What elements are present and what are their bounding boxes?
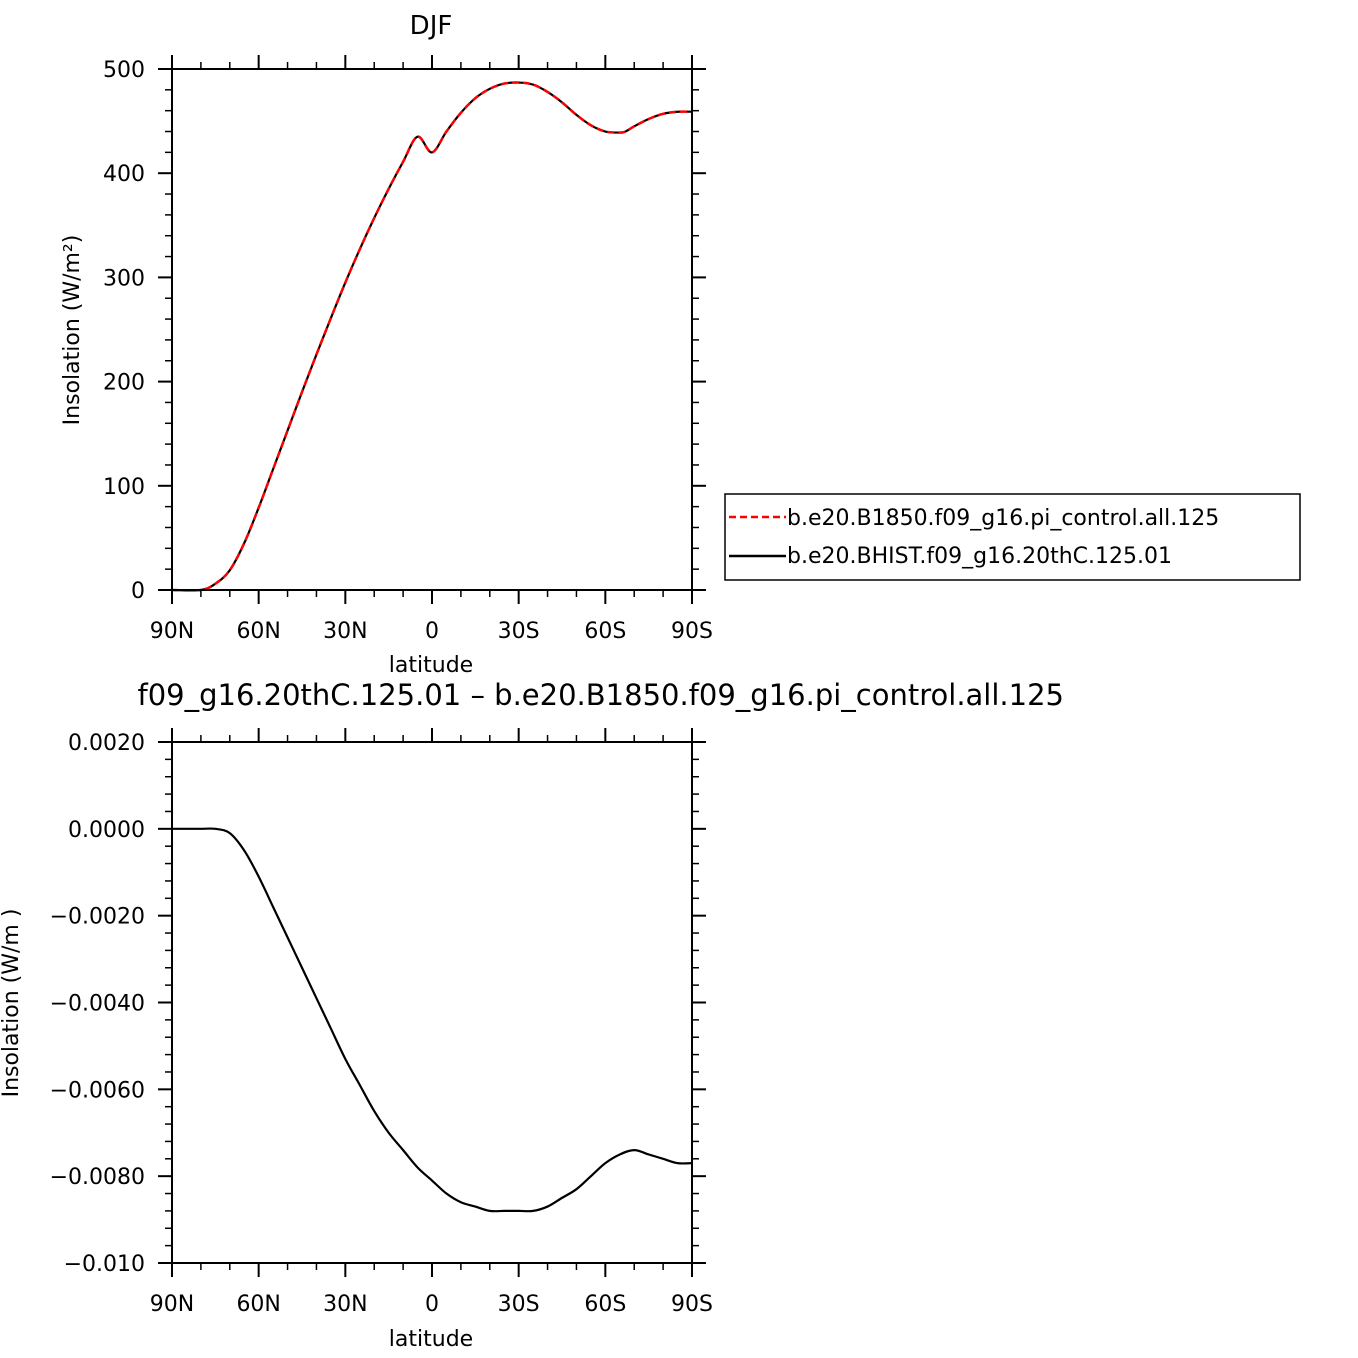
x-tick-labels: 90N 60N 30N 0 30S 60S 90S	[150, 1292, 713, 1317]
x-axis-label: latitude	[389, 653, 473, 678]
y-tick-label: 400	[103, 162, 145, 187]
series-line-0	[172, 827, 693, 1213]
x-tick-label: 0	[425, 1292, 439, 1317]
plot-frame	[171, 741, 693, 1264]
x-tick-label: 60N	[236, 1292, 280, 1317]
x-tick-label: 30N	[323, 619, 367, 644]
legend-box	[724, 493, 1301, 581]
y-tick-label: 300	[103, 266, 145, 291]
bottom-panel: f09_g16.20thC.125.01 – b.e20.B1850.f09_g…	[0, 678, 1064, 1352]
x-tick-label: 30N	[323, 1292, 367, 1317]
x-tick-label: 30S	[498, 1292, 540, 1317]
y-tick-label: 100	[103, 475, 145, 500]
y-tick-label: −0.0040	[50, 992, 145, 1017]
x-tick-label: 90S	[671, 1292, 713, 1317]
x-tick-label: 60S	[584, 619, 626, 644]
legend-label-pi-control: b.e20.B1850.f09_g16.pi_control.all.125	[787, 506, 1219, 531]
series-line-0	[171, 81, 693, 592]
y-tick-label: −0.0080	[50, 1165, 145, 1190]
legend-label-20thc: b.e20.BHIST.f09_g16.20thC.125.01	[787, 544, 1172, 569]
x-tick-label: 60S	[584, 1292, 626, 1317]
y-tick-labels: 0.0020 0.0000 −0.0020 −0.0040 −0.0060 −0.0080…	[50, 731, 145, 1277]
axis-ticks	[158, 55, 706, 604]
y-tick-label: −0.0060	[50, 1078, 145, 1103]
y-tick-label: 0	[131, 579, 145, 604]
plot-frame	[171, 68, 693, 591]
x-tick-label: 90S	[671, 619, 713, 644]
x-tick-label: 60N	[236, 619, 280, 644]
y-axis-label: Insolation (W/m )	[0, 909, 24, 1098]
chart-title: DJF	[410, 11, 453, 41]
y-tick-label: 0.0020	[68, 731, 145, 756]
series-curves	[172, 827, 693, 1213]
y-axis-label: Insolation (W/m²)	[60, 235, 85, 426]
x-tick-label: 90N	[150, 619, 194, 644]
y-tick-label: −0.0020	[50, 905, 145, 930]
x-tick-label: 0	[425, 619, 439, 644]
series-curves	[171, 81, 693, 592]
y-tick-label: −0.010	[64, 1252, 145, 1277]
y-tick-label: 500	[103, 58, 145, 83]
chart-title: f09_g16.20thC.125.01 – b.e20.B1850.f09_g…	[138, 678, 1064, 712]
legend: b.e20.B1850.f09_g16.pi_control.all.125 b…	[724, 493, 1301, 581]
x-tick-labels: 90N 60N 30N 0 30S 60S 90S	[150, 619, 713, 644]
y-tick-label: 0.0000	[68, 818, 145, 843]
top-panel: DJF 90N 60N 30N 0 30S 60S 90S 0 100 200 300 400 500…	[60, 11, 1301, 678]
x-tick-label: 30S	[498, 619, 540, 644]
y-tick-label: 200	[103, 371, 145, 396]
x-axis-label: latitude	[389, 1327, 473, 1352]
x-tick-label: 90N	[150, 1292, 194, 1317]
series-line-1	[171, 81, 693, 592]
axis-ticks	[158, 728, 706, 1277]
y-tick-labels: 0 100 200 300 400 500	[103, 58, 145, 604]
